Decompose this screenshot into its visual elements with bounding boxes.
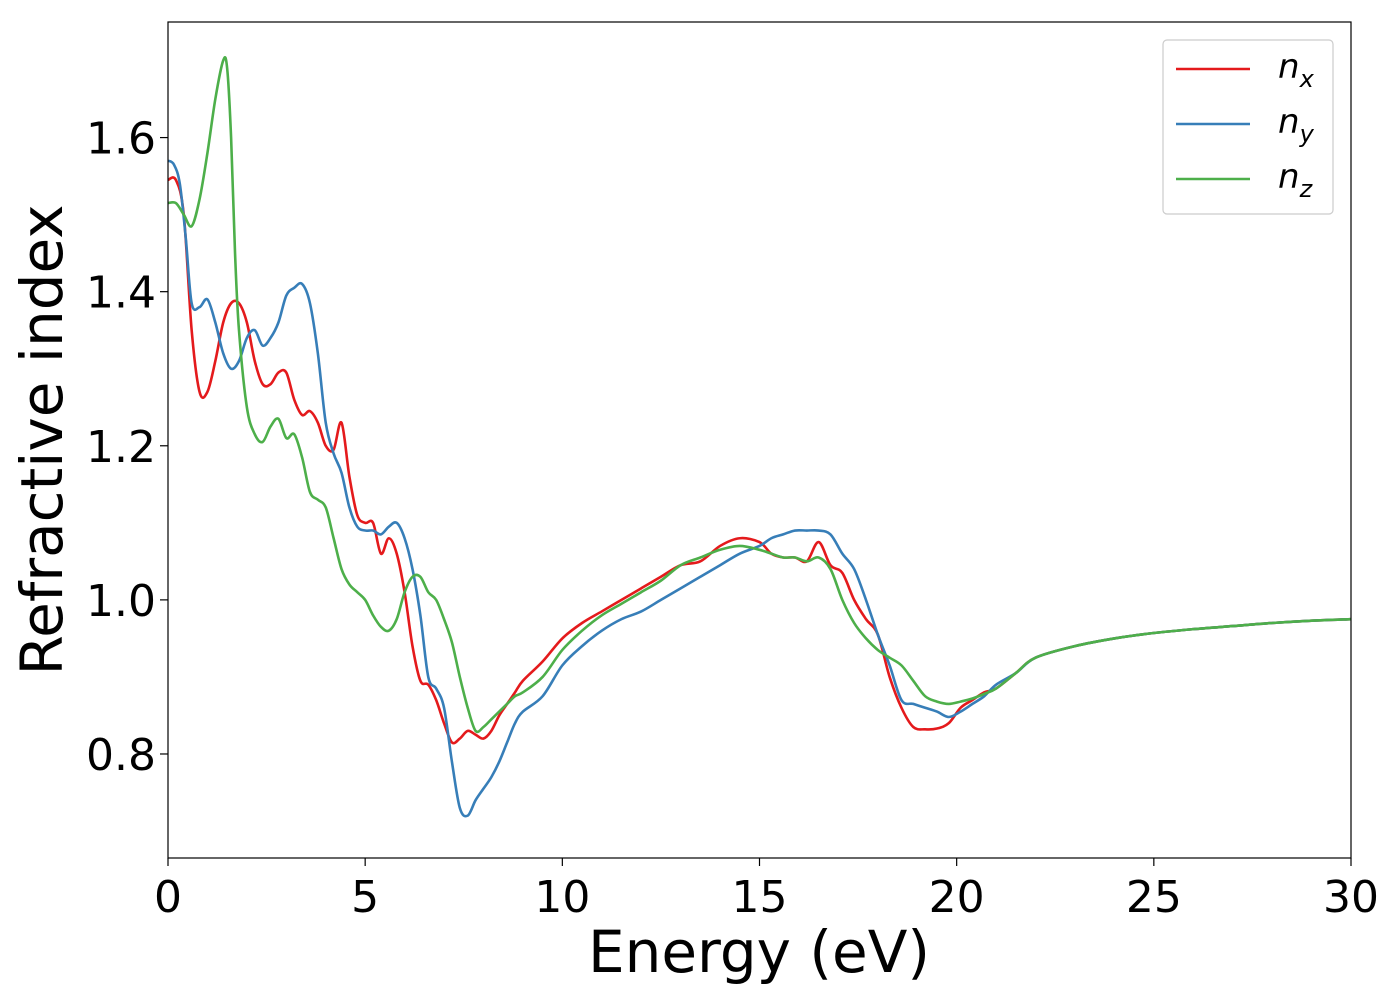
legend-label-nx: nx <box>1278 47 1315 93</box>
series-line-nz <box>168 56 1351 734</box>
y-axis-label: Refractive index <box>8 204 76 675</box>
legend-box <box>1162 39 1334 215</box>
y-tick-label: 1.0 <box>86 576 156 627</box>
series-line-nx <box>168 176 1351 745</box>
x-tick-label: 15 <box>732 872 788 923</box>
y-axis-ticks: 0.8 1.0 1.2 1.4 1.6 <box>86 114 168 781</box>
y-tick-label: 0.8 <box>86 730 156 781</box>
y-tick-label: 1.6 <box>86 114 156 165</box>
x-tick-label: 25 <box>1126 872 1182 923</box>
x-tick-label: 30 <box>1323 872 1379 923</box>
x-tick-label: 0 <box>154 872 182 923</box>
x-tick-label: 20 <box>929 872 985 923</box>
x-tick-label: 5 <box>351 872 379 923</box>
series-line-ny <box>168 159 1351 818</box>
series-layer <box>168 56 1351 818</box>
x-axis-ticks: 0 5 10 15 20 25 30 <box>154 858 1379 923</box>
y-tick-label: 1.4 <box>86 268 156 319</box>
x-axis-label: Energy (eV) <box>588 918 930 986</box>
x-tick-label: 10 <box>534 872 590 923</box>
legend-label-ny: ny <box>1278 102 1315 148</box>
y-tick-label: 1.2 <box>86 422 156 473</box>
